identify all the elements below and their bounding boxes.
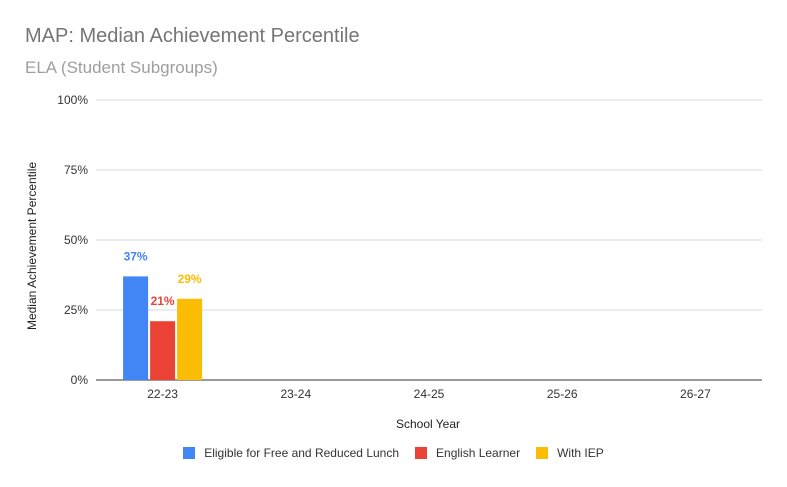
bar [123, 276, 149, 380]
legend: Eligible for Free and Reduced Lunch Engli… [0, 446, 787, 460]
legend-label: With IEP [557, 446, 604, 460]
legend-swatch [415, 447, 428, 459]
y-tick-label: 0% [71, 373, 89, 387]
chart-subtitle: ELA (Student Subgroups) [25, 58, 218, 77]
legend-label: Eligible for Free and Reduced Lunch [204, 446, 400, 460]
data-label: 29% [178, 272, 202, 286]
y-axis-title: Median Achievement Percentile [25, 162, 39, 330]
legend-swatch [536, 447, 549, 459]
x-tick-label: 23-24 [280, 387, 311, 401]
legend-swatch [183, 447, 196, 459]
y-tick-label: 75% [64, 163, 88, 177]
data-label: 37% [124, 249, 148, 263]
x-tick-label: 22-23 [147, 387, 178, 401]
x-tick-label: 24-25 [414, 387, 445, 401]
x-tick-label: 25-26 [547, 387, 578, 401]
y-tick-labels: 0% 25% 50% 75% 100% [57, 93, 88, 387]
legend-label: English Learner [436, 446, 521, 460]
data-label: 21% [151, 294, 175, 308]
y-tick-label: 50% [64, 233, 88, 247]
bars [123, 276, 203, 380]
bar [177, 298, 203, 380]
legend-item: Eligible for Free and Reduced Lunch [183, 446, 399, 460]
bar [150, 321, 176, 380]
x-tick-labels: 22-23 23-24 24-25 25-26 26-27 [147, 387, 711, 401]
bar-chart: 0% 25% 50% 75% 100% 37% 21%29% 22-23 23-24 24-2… [25, 93, 762, 431]
x-axis-title: School Year [396, 417, 460, 431]
y-tick-label: 25% [64, 303, 88, 317]
data-labels: 37% 21%29% [124, 249, 202, 308]
gridlines [96, 99, 762, 381]
legend-item: With IEP [536, 446, 604, 460]
legend-item: English Learner [415, 446, 520, 460]
x-tick-label: 26-27 [680, 387, 711, 401]
chart-title: MAP: Median Achievement Percentile [25, 25, 360, 47]
y-tick-label: 100% [57, 93, 88, 107]
